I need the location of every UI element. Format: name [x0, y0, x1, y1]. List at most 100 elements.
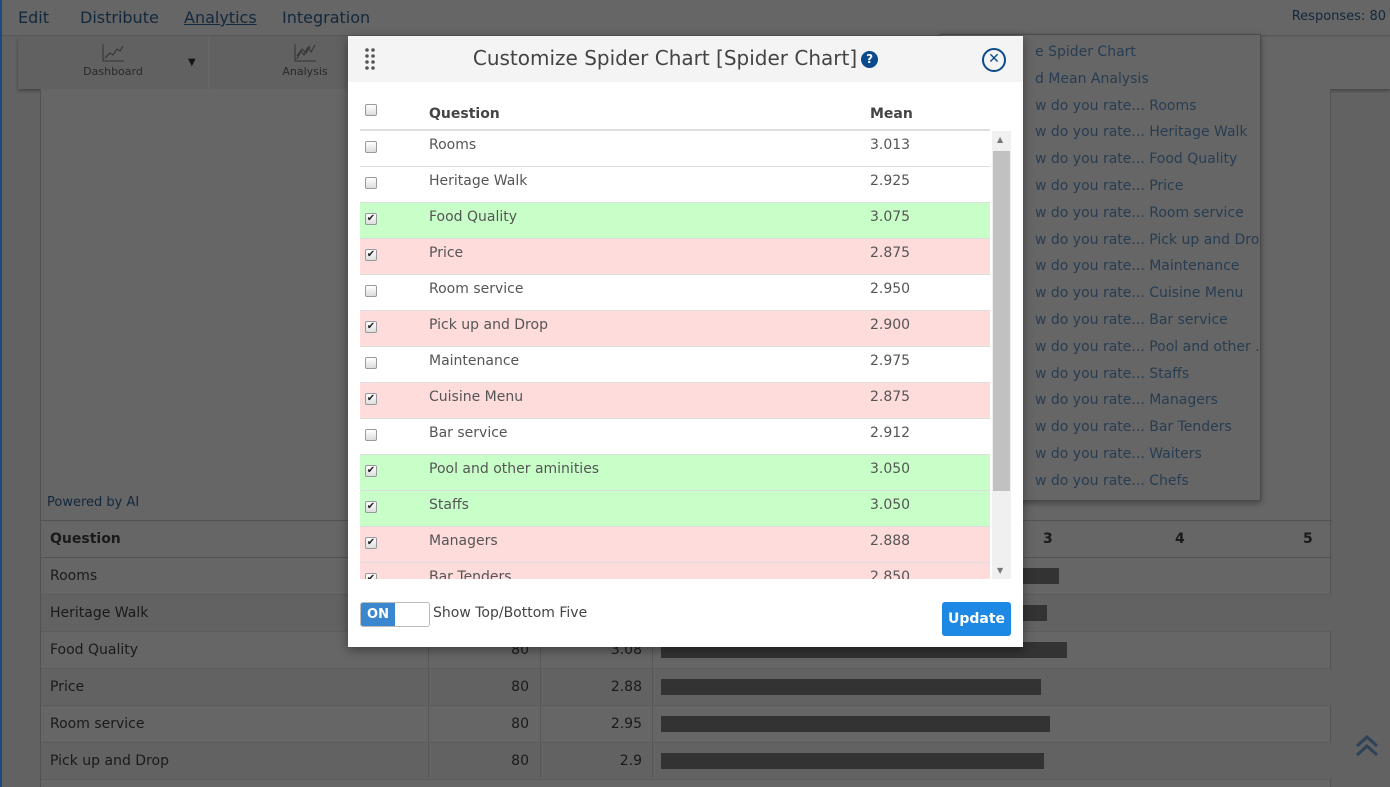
- row-question: Room service: [429, 281, 524, 297]
- row-checkbox[interactable]: [365, 357, 377, 369]
- question-row[interactable]: ✔ Food Quality 3.075: [360, 203, 990, 239]
- question-row[interactable]: Room service 2.950: [360, 275, 990, 311]
- row-checkbox[interactable]: ✔: [365, 465, 377, 477]
- row-question: Price: [429, 245, 464, 261]
- left-accent: [0, 0, 2, 787]
- question-row[interactable]: ✔ Managers 2.888: [360, 527, 990, 563]
- menu-item[interactable]: w do you rate... Cuisine Menu: [1035, 285, 1244, 302]
- row-count: 80: [511, 679, 529, 695]
- row-mean: 2.888: [870, 533, 911, 549]
- question-row[interactable]: ✔ Staffs 3.050: [360, 491, 990, 527]
- analysis-chart-icon: [294, 44, 316, 62]
- powered-by-ai: Powered by AI: [47, 495, 140, 510]
- row-checkbox[interactable]: [365, 141, 377, 153]
- row-checkbox[interactable]: [365, 177, 377, 189]
- row-checkbox[interactable]: [365, 429, 377, 441]
- question-row[interactable]: Maintenance 2.975: [360, 347, 990, 383]
- row-question: Rooms: [429, 137, 477, 153]
- question-row[interactable]: ✔ Pick up and Drop 2.900: [360, 311, 990, 347]
- scrollbar-thumb[interactable]: [993, 151, 1010, 491]
- row-question: Room service: [50, 716, 145, 732]
- dashboard-button[interactable]: Dashboard ▼: [18, 37, 208, 89]
- row-question: Bar service: [429, 425, 508, 441]
- row-mean: 2.950: [870, 281, 911, 297]
- row-checkbox[interactable]: ✔: [365, 537, 377, 549]
- row-checkbox[interactable]: [365, 285, 377, 297]
- close-icon[interactable]: ✕: [982, 48, 1006, 72]
- scroll-to-top-icon[interactable]: [1354, 733, 1380, 759]
- menu-item[interactable]: w do you rate... Managers: [1035, 392, 1218, 409]
- menu-item[interactable]: w do you rate... Staffs: [1035, 365, 1190, 382]
- row-question: Staffs: [429, 497, 469, 513]
- select-all-checkbox[interactable]: [365, 104, 377, 116]
- menu-item[interactable]: w do you rate... Price: [1035, 177, 1184, 194]
- dashboard-label: Dashboard: [83, 65, 143, 78]
- header-question: Question: [50, 531, 121, 547]
- menu-item[interactable]: w do you rate... Bar Tenders: [1035, 419, 1232, 436]
- dialog-title: Customize Spider Chart [Spider Chart]?: [348, 46, 1023, 70]
- menu-item[interactable]: w do you rate... Chefs: [1035, 472, 1189, 489]
- menu-item[interactable]: e Spider Chart: [1035, 44, 1136, 60]
- row-checkbox[interactable]: ✔: [365, 573, 377, 579]
- question-row[interactable]: ✔ Cuisine Menu 2.875: [360, 383, 990, 419]
- scroll-down-arrow-icon[interactable]: ▼: [997, 566, 1004, 575]
- menu-item[interactable]: w do you rate... Waiters: [1035, 445, 1202, 462]
- nav-distribute[interactable]: Distribute: [80, 8, 159, 27]
- list-scrollbar[interactable]: ▲ ▼: [992, 131, 1011, 579]
- row-question: Managers: [429, 533, 498, 549]
- dialog-title-text: Customize Spider Chart [Spider Chart]: [472, 46, 858, 70]
- row-mean: 2.875: [870, 245, 911, 261]
- row-mean: 3.050: [870, 497, 911, 513]
- row-question: Food Quality: [50, 642, 139, 658]
- analysis-label: Analysis: [282, 65, 328, 78]
- row-checkbox[interactable]: ✔: [365, 501, 377, 513]
- row-checkbox[interactable]: ✔: [365, 249, 377, 261]
- row-checkbox[interactable]: ✔: [365, 321, 377, 333]
- question-row[interactable]: Rooms 3.013: [360, 131, 990, 167]
- row-question: Maintenance: [429, 353, 520, 369]
- top-bottom-five-toggle[interactable]: ON: [360, 602, 430, 627]
- menu-item[interactable]: w do you rate... Room service: [1035, 204, 1244, 221]
- drag-handle-icon[interactable]: [364, 48, 376, 70]
- menu-item[interactable]: w do you rate... Maintenance: [1035, 258, 1240, 275]
- col-mean: Mean: [870, 106, 913, 122]
- question-list: Rooms 3.013 Heritage Walk 2.925 ✔ Food Q…: [360, 131, 990, 579]
- row-mean: 2.975: [870, 353, 911, 369]
- table-row: Room service 80 2.95: [41, 706, 1332, 743]
- row-question: Pick up and Drop: [50, 753, 169, 769]
- question-row[interactable]: Bar service 2.912: [360, 419, 990, 455]
- caret-down-icon[interactable]: ▼: [188, 57, 196, 68]
- question-row[interactable]: ✔ Pool and other aminities 3.050: [360, 455, 990, 491]
- question-row[interactable]: ✔ Bar Tenders 2.850: [360, 563, 990, 579]
- row-mean: 2.912: [870, 425, 911, 441]
- menu-item[interactable]: w do you rate... Rooms: [1035, 97, 1197, 114]
- nav-analytics[interactable]: Analytics: [184, 8, 257, 27]
- menu-item[interactable]: w do you rate... Bar service: [1035, 311, 1228, 328]
- row-question: Cuisine Menu: [429, 389, 524, 405]
- nav-edit[interactable]: Edit: [18, 8, 49, 27]
- help-icon[interactable]: ?: [861, 51, 879, 68]
- line-chart-icon: [102, 44, 124, 62]
- row-question: Heritage Walk: [429, 173, 528, 189]
- menu-item[interactable]: d Mean Analysis: [1035, 70, 1149, 87]
- row-checkbox[interactable]: ✔: [365, 393, 377, 405]
- row-checkbox[interactable]: ✔: [365, 213, 377, 225]
- row-question: Pool and other aminities: [429, 461, 600, 477]
- axis-tick: 3: [1043, 531, 1053, 547]
- row-mean: 2.900: [870, 317, 911, 333]
- toggle-label: Show Top/Bottom Five: [433, 605, 588, 621]
- question-row[interactable]: Heritage Walk 2.925: [360, 167, 990, 203]
- top-nav: Edit Distribute Analytics Integration Re…: [2, 0, 1390, 36]
- menu-item[interactable]: w do you rate... Pool and other ...: [1035, 338, 1260, 355]
- menu-item[interactable]: w do you rate... Pick up and Dro...: [1035, 231, 1260, 248]
- row-question: Rooms: [50, 568, 98, 584]
- row-count: 80: [511, 753, 529, 769]
- update-button[interactable]: Update: [942, 602, 1011, 636]
- row-question: Bar Tenders: [429, 569, 512, 579]
- nav-integration[interactable]: Integration: [282, 8, 371, 27]
- menu-item[interactable]: w do you rate... Food Quality: [1035, 151, 1238, 168]
- scroll-up-arrow-icon[interactable]: ▲: [997, 135, 1004, 144]
- menu-item[interactable]: w do you rate... Heritage Walk: [1035, 124, 1248, 141]
- row-mean: 3.013: [870, 137, 911, 153]
- question-row[interactable]: ✔ Price 2.875: [360, 239, 990, 275]
